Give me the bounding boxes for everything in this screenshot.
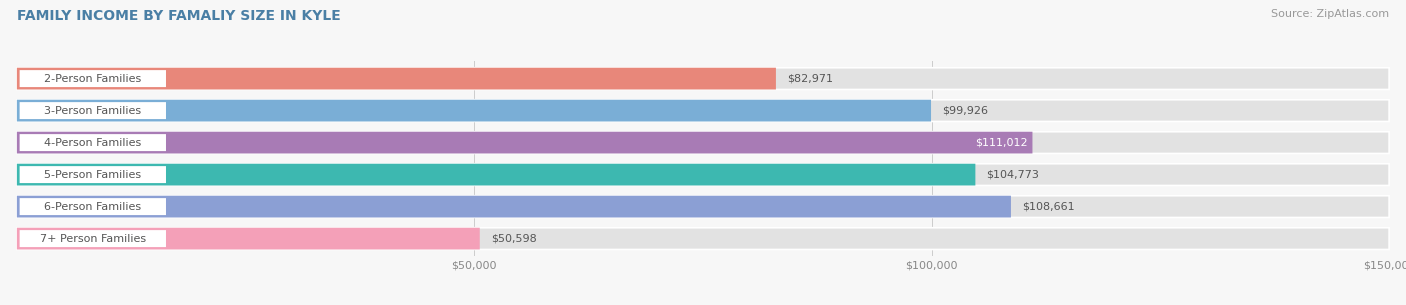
FancyBboxPatch shape: [17, 132, 1032, 153]
FancyBboxPatch shape: [20, 166, 166, 183]
FancyBboxPatch shape: [20, 134, 166, 151]
FancyBboxPatch shape: [17, 228, 1389, 249]
FancyBboxPatch shape: [17, 68, 776, 89]
FancyBboxPatch shape: [17, 196, 1011, 217]
Text: 6-Person Families: 6-Person Families: [44, 202, 142, 212]
Text: $99,926: $99,926: [942, 106, 988, 116]
FancyBboxPatch shape: [20, 198, 166, 215]
Text: 7+ Person Families: 7+ Person Families: [39, 234, 146, 244]
Text: $104,773: $104,773: [987, 170, 1039, 180]
Text: $50,598: $50,598: [491, 234, 537, 244]
Text: $82,971: $82,971: [787, 74, 832, 84]
Text: $111,012: $111,012: [976, 138, 1028, 148]
FancyBboxPatch shape: [17, 196, 1389, 217]
FancyBboxPatch shape: [17, 100, 931, 121]
Text: 4-Person Families: 4-Person Families: [44, 138, 142, 148]
Text: 3-Person Families: 3-Person Families: [44, 106, 142, 116]
Text: 5-Person Families: 5-Person Families: [44, 170, 142, 180]
FancyBboxPatch shape: [17, 164, 976, 185]
FancyBboxPatch shape: [17, 228, 479, 249]
FancyBboxPatch shape: [17, 68, 1389, 89]
FancyBboxPatch shape: [17, 132, 1389, 153]
Text: $108,661: $108,661: [1022, 202, 1074, 212]
FancyBboxPatch shape: [20, 230, 166, 247]
FancyBboxPatch shape: [20, 70, 166, 87]
Text: Source: ZipAtlas.com: Source: ZipAtlas.com: [1271, 9, 1389, 19]
Text: FAMILY INCOME BY FAMALIY SIZE IN KYLE: FAMILY INCOME BY FAMALIY SIZE IN KYLE: [17, 9, 340, 23]
FancyBboxPatch shape: [20, 102, 166, 119]
Text: 2-Person Families: 2-Person Families: [44, 74, 142, 84]
FancyBboxPatch shape: [17, 164, 1389, 185]
FancyBboxPatch shape: [17, 100, 1389, 121]
